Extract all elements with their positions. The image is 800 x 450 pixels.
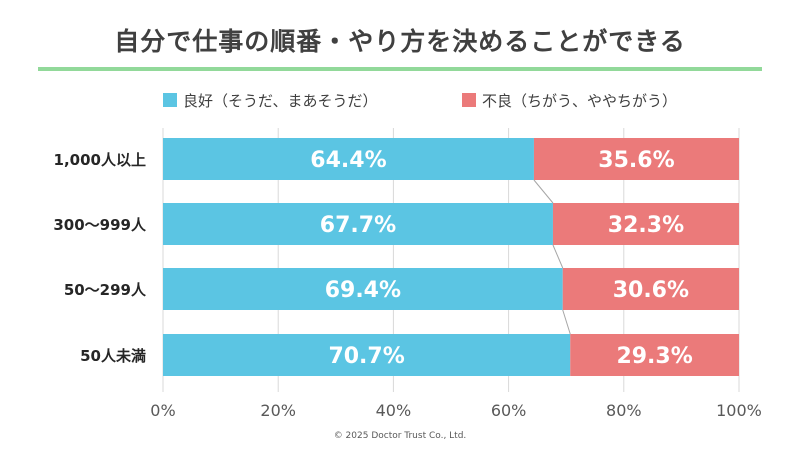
- bar-value-label: 30.6%: [613, 278, 689, 303]
- x-tick-label: 20%: [260, 401, 296, 420]
- series-connector-line: [552, 244, 564, 269]
- category-label: 1,000人以上: [54, 151, 146, 169]
- bar-value-label: 35.6%: [598, 148, 674, 173]
- series-connector-lines: [533, 179, 571, 335]
- series-connector-line: [562, 309, 571, 335]
- category-label: 300～999人: [53, 216, 147, 234]
- bar-segment: [163, 334, 571, 376]
- x-tick-label: 80%: [606, 401, 642, 420]
- bar-segment: [570, 334, 739, 376]
- bar-segment: [163, 203, 553, 245]
- legend: 良好（そうだ、まあそうだ） 不良（ちがう、ややちがう）: [163, 92, 677, 110]
- category-label: 50～299人: [64, 281, 147, 299]
- bar-value-label: 32.3%: [608, 213, 684, 238]
- bar-value-label: 70.7%: [328, 344, 404, 369]
- chart-title: 自分で仕事の順番・やり方を決めることができる: [114, 27, 686, 56]
- bar-segment: [163, 138, 534, 180]
- copyright-notice: © 2025 Doctor Trust Co., Ltd.: [333, 431, 467, 441]
- category-label: 50人未満: [80, 347, 146, 365]
- x-tick-label: 0%: [150, 401, 175, 420]
- legend-label-good: 良好（そうだ、まあそうだ）: [183, 92, 378, 110]
- x-tick-label: 40%: [376, 401, 412, 420]
- bar-segment: [163, 268, 563, 310]
- bars: [163, 138, 739, 376]
- bar-value-label: 67.7%: [320, 213, 396, 238]
- bar-segment: [562, 268, 739, 310]
- legend-swatch-bad: [462, 93, 476, 107]
- x-tick-label: 100%: [716, 401, 762, 420]
- bar-value-label: 29.3%: [616, 344, 692, 369]
- x-tick-label: 60%: [491, 401, 527, 420]
- series-connector-line: [533, 179, 554, 204]
- bar-value-label: 69.4%: [325, 278, 401, 303]
- title-underline: [38, 67, 762, 71]
- value-labels: 64.4% 35.6% 67.7% 32.3% 69.4% 30.6% 70.7% 29.3%: [310, 148, 692, 369]
- legend-swatch-good: [163, 93, 177, 107]
- bar-value-label: 64.4%: [310, 148, 386, 173]
- x-axis-tick-labels: 0% 20% 40% 60% 80% 100%: [150, 401, 762, 420]
- legend-label-bad: 不良（ちがう、ややちがう）: [482, 92, 677, 110]
- bar-segment: [533, 138, 739, 180]
- category-labels: 1,000人以上 300～999人 50～299人 50人未満: [53, 151, 147, 365]
- bar-segment: [552, 203, 739, 245]
